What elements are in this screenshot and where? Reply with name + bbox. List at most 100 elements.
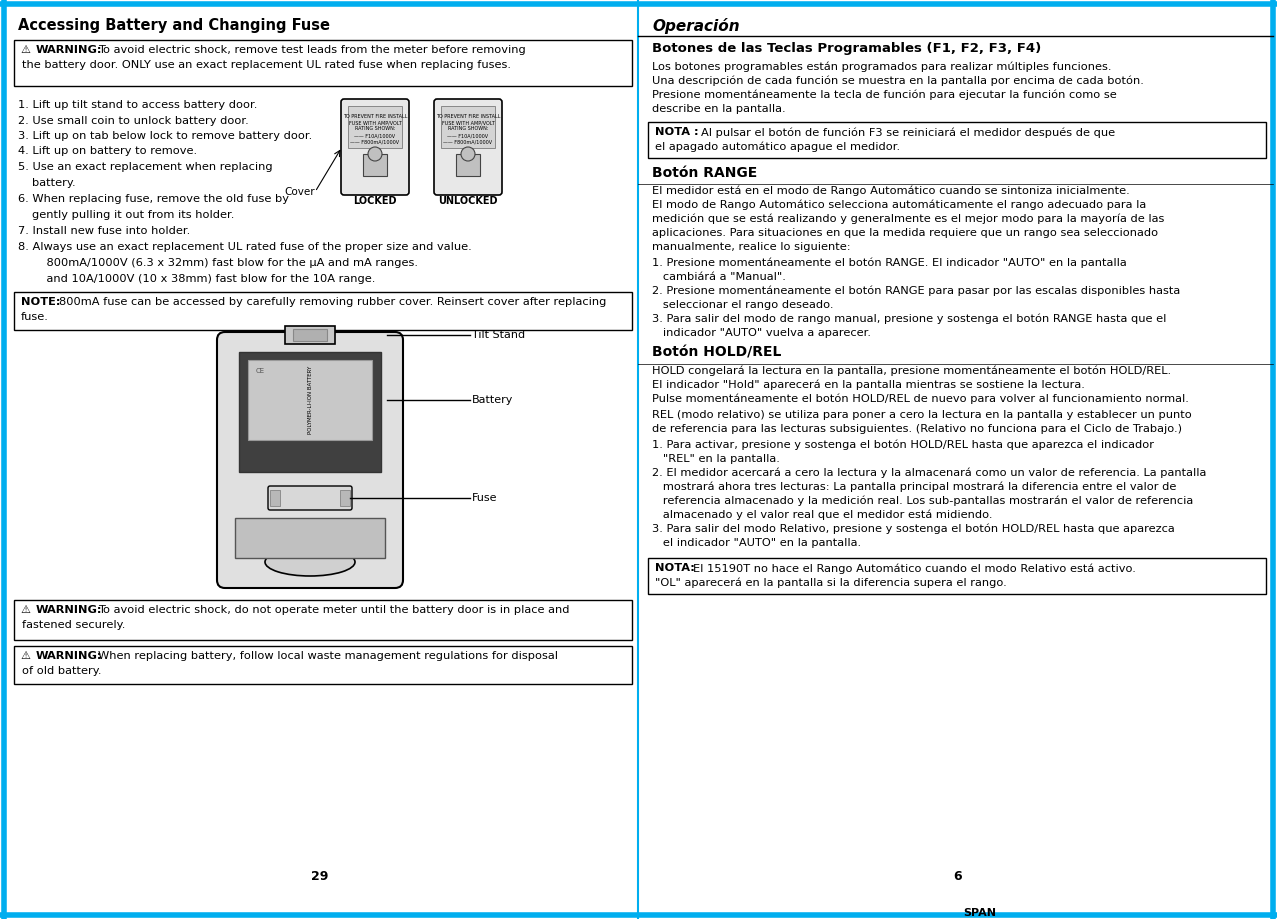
Text: El 15190T no hace el Rango Automático cuando el modo Relativo está activo.: El 15190T no hace el Rango Automático cu…: [693, 563, 1135, 573]
Text: WARNING:: WARNING:: [36, 651, 102, 661]
Text: describe en la pantalla.: describe en la pantalla.: [653, 104, 785, 114]
Text: To avoid electric shock, do not operate meter until the battery door is in place: To avoid electric shock, do not operate …: [98, 605, 570, 615]
Text: 3. Para salir del modo de rango manual, presione y sostenga el botón RANGE hasta: 3. Para salir del modo de rango manual, …: [653, 314, 1166, 324]
Text: the battery door. ONLY use an exact replacement UL rated fuse when replacing fus: the battery door. ONLY use an exact repl…: [22, 60, 511, 70]
Text: cambiárá a "Manual".: cambiárá a "Manual".: [653, 272, 785, 282]
Text: Pulse momentáneamente el botón HOLD/REL de nuevo para volver al funcionamiento n: Pulse momentáneamente el botón HOLD/REL …: [653, 394, 1189, 404]
Bar: [647, 558, 1266, 594]
Text: 7. Install new fuse into holder.: 7. Install new fuse into holder.: [18, 226, 190, 236]
Text: 29: 29: [312, 870, 328, 883]
Text: "OL" aparecerá en la pantalla si la diferencia supera el rango.: "OL" aparecerá en la pantalla si la dife…: [655, 577, 1006, 587]
Text: SPAN: SPAN: [964, 908, 996, 918]
Circle shape: [461, 147, 475, 161]
Text: POLYMER-LI-ION BATTERY: POLYMER-LI-ION BATTERY: [308, 366, 313, 434]
Text: TO PREVENT FIRE INSTALL
FUSE WITH AMP/VOLT
RATING SHOWN:: TO PREVENT FIRE INSTALL FUSE WITH AMP/VO…: [435, 114, 501, 131]
Bar: [269, 490, 280, 506]
Text: 2. El medidor acercará a cero la lectura y la almacenará como un valor de refere: 2. El medidor acercará a cero la lectura…: [653, 468, 1207, 479]
Bar: [456, 154, 480, 176]
Bar: [239, 352, 381, 472]
Text: fuse.: fuse.: [20, 312, 49, 322]
Text: TO PREVENT FIRE INSTALL
FUSE WITH AMP/VOLT
RATING SHOWN:: TO PREVENT FIRE INSTALL FUSE WITH AMP/VO…: [342, 114, 407, 131]
Text: When replacing battery, follow local waste management regulations for disposal: When replacing battery, follow local was…: [98, 651, 558, 661]
Bar: [349, 106, 402, 148]
Text: battery.: battery.: [32, 177, 75, 187]
Text: —— F10A/1000V
—— F800mA/1000V: —— F10A/1000V —— F800mA/1000V: [443, 133, 493, 144]
Text: 3. Lift up on tab below lock to remove battery door.: 3. Lift up on tab below lock to remove b…: [18, 131, 313, 141]
Text: el indicador "AUTO" en la pantalla.: el indicador "AUTO" en la pantalla.: [653, 538, 861, 548]
Text: gently pulling it out from its holder.: gently pulling it out from its holder.: [32, 210, 235, 220]
Text: Accessing Battery and Changing Fuse: Accessing Battery and Changing Fuse: [18, 18, 329, 33]
Text: REL (modo relativo) se utiliza para poner a cero la lectura en la pantalla y est: REL (modo relativo) se utiliza para pone…: [653, 410, 1191, 420]
Text: de referencia para las lecturas subsiguientes. (Relativo no funciona para el Cic: de referencia para las lecturas subsigui…: [653, 424, 1183, 434]
Text: El indicador "Hold" aparecerá en la pantalla mientras se sostiene la lectura.: El indicador "Hold" aparecerá en la pant…: [653, 380, 1085, 391]
Text: Botón HOLD/REL: Botón HOLD/REL: [653, 346, 782, 360]
Text: 2. Use small coin to unlock battery door.: 2. Use small coin to unlock battery door…: [18, 116, 249, 126]
Text: seleccionar el rango deseado.: seleccionar el rango deseado.: [653, 300, 834, 310]
Text: Battery: Battery: [472, 395, 513, 405]
Text: almacenado y el valor real que el medidor está midiendo.: almacenado y el valor real que el medido…: [653, 510, 992, 520]
Text: referencia almacenado y la medición real. Los sub-pantallas mostrarán el valor d: referencia almacenado y la medición real…: [653, 496, 1193, 506]
Text: NOTA:: NOTA:: [655, 563, 695, 573]
Text: To avoid electric shock, remove test leads from the meter before removing: To avoid electric shock, remove test lea…: [98, 45, 526, 55]
FancyBboxPatch shape: [268, 486, 352, 510]
FancyBboxPatch shape: [434, 99, 502, 195]
Bar: [273, 526, 298, 540]
Text: WARNING:: WARNING:: [36, 45, 102, 55]
Text: Cover: Cover: [285, 187, 315, 197]
Text: manualmente, realice lo siguiente:: manualmente, realice lo siguiente:: [653, 242, 850, 252]
Bar: [292, 329, 327, 341]
Text: 1. Para activar, presione y sostenga el botón HOLD/REL hasta que aparezca el ind: 1. Para activar, presione y sostenga el …: [653, 440, 1154, 450]
Text: of old battery.: of old battery.: [22, 665, 101, 675]
Text: fastened securely.: fastened securely.: [22, 619, 125, 630]
Text: Los botones programables están programados para realizar múltiples funciones.: Los botones programables están programad…: [653, 62, 1111, 73]
Text: aplicaciones. Para situaciones en que la medida requiere que un rango sea selecc: aplicaciones. Para situaciones en que la…: [653, 228, 1158, 238]
Bar: [14, 646, 632, 684]
Text: Botón RANGE: Botón RANGE: [653, 166, 757, 180]
Bar: [235, 518, 384, 558]
Text: Una descripción de cada función se muestra en la pantalla por encima de cada bot: Una descripción de cada función se muest…: [653, 76, 1144, 86]
Text: Al pulsar el botón de función F3 se reiniciará el medidor después de que: Al pulsar el botón de función F3 se rein…: [701, 127, 1115, 138]
Text: El modo de Rango Automático selecciona automáticamente el rango adecuado para la: El modo de Rango Automático selecciona a…: [653, 200, 1147, 210]
Bar: [363, 154, 387, 176]
Text: Tilt Stand: Tilt Stand: [472, 330, 525, 340]
Text: indicador "AUTO" vuelva a aparecer.: indicador "AUTO" vuelva a aparecer.: [653, 328, 871, 338]
Bar: [441, 106, 495, 148]
Text: 1. Lift up tilt stand to access battery door.: 1. Lift up tilt stand to access battery …: [18, 100, 258, 110]
Text: Presione momentáneamente la tecla de función para ejecutar la función como se: Presione momentáneamente la tecla de fun…: [653, 90, 1117, 100]
Text: 800mA fuse can be accessed by carefully removing rubber cover. Reinsert cover af: 800mA fuse can be accessed by carefully …: [59, 297, 607, 307]
Text: 3. Para salir del modo Relativo, presione y sostenga el botón HOLD/REL hasta que: 3. Para salir del modo Relativo, presion…: [653, 524, 1175, 535]
Text: Fuse: Fuse: [472, 493, 498, 503]
Text: CE: CE: [255, 368, 266, 374]
Text: ⚠: ⚠: [20, 45, 29, 55]
Ellipse shape: [266, 548, 355, 576]
FancyBboxPatch shape: [217, 332, 404, 588]
Text: LOCKED: LOCKED: [354, 196, 397, 206]
Bar: [323, 526, 347, 540]
Text: 5. Use an exact replacement when replacing: 5. Use an exact replacement when replaci…: [18, 162, 272, 172]
Text: NOTE:: NOTE:: [20, 297, 60, 307]
Text: 6. When replacing fuse, remove the old fuse by: 6. When replacing fuse, remove the old f…: [18, 194, 289, 204]
Text: Operación: Operación: [653, 18, 739, 34]
Text: 1. Presione momentáneamente el botón RANGE. El indicador "AUTO" en la pantalla: 1. Presione momentáneamente el botón RAN…: [653, 258, 1126, 268]
Text: "REL" en la pantalla.: "REL" en la pantalla.: [653, 454, 780, 464]
Text: 8. Always use an exact replacement UL rated fuse of the proper size and value.: 8. Always use an exact replacement UL ra…: [18, 243, 471, 253]
Text: ⚠: ⚠: [20, 651, 29, 661]
Bar: [248, 360, 372, 440]
Text: Botones de las Teclas Programables (F1, F2, F3, F4): Botones de las Teclas Programables (F1, …: [653, 42, 1041, 55]
Text: UNLOCKED: UNLOCKED: [438, 196, 498, 206]
Bar: [14, 292, 632, 330]
Text: and 10A/1000V (10 x 38mm) fast blow for the 10A range.: and 10A/1000V (10 x 38mm) fast blow for …: [32, 274, 375, 283]
Text: 800mA/1000V (6.3 x 32mm) fast blow for the μA and mA ranges.: 800mA/1000V (6.3 x 32mm) fast blow for t…: [32, 258, 418, 268]
Text: —— F10A/1000V
—— F800mA/1000V: —— F10A/1000V —— F800mA/1000V: [350, 133, 400, 144]
Text: 2. Presione momentáneamente el botón RANGE para pasar por las escalas disponible: 2. Presione momentáneamente el botón RAN…: [653, 286, 1180, 297]
Bar: [285, 326, 335, 344]
Text: HOLD congelará la lectura en la pantalla, presione momentáneamente el botón HOLD: HOLD congelará la lectura en la pantalla…: [653, 366, 1171, 377]
Bar: [14, 600, 632, 640]
Text: el apagado automático apague el medidor.: el apagado automático apague el medidor.: [655, 141, 900, 152]
Text: WARNING:: WARNING:: [36, 605, 102, 615]
Bar: [340, 490, 350, 506]
FancyBboxPatch shape: [341, 99, 409, 195]
Bar: [647, 122, 1266, 158]
Text: mostrará ahora tres lecturas: La pantalla principal mostrará la diferencia entre: mostrará ahora tres lecturas: La pantall…: [653, 482, 1176, 493]
Text: 4. Lift up on battery to remove.: 4. Lift up on battery to remove.: [18, 146, 197, 156]
